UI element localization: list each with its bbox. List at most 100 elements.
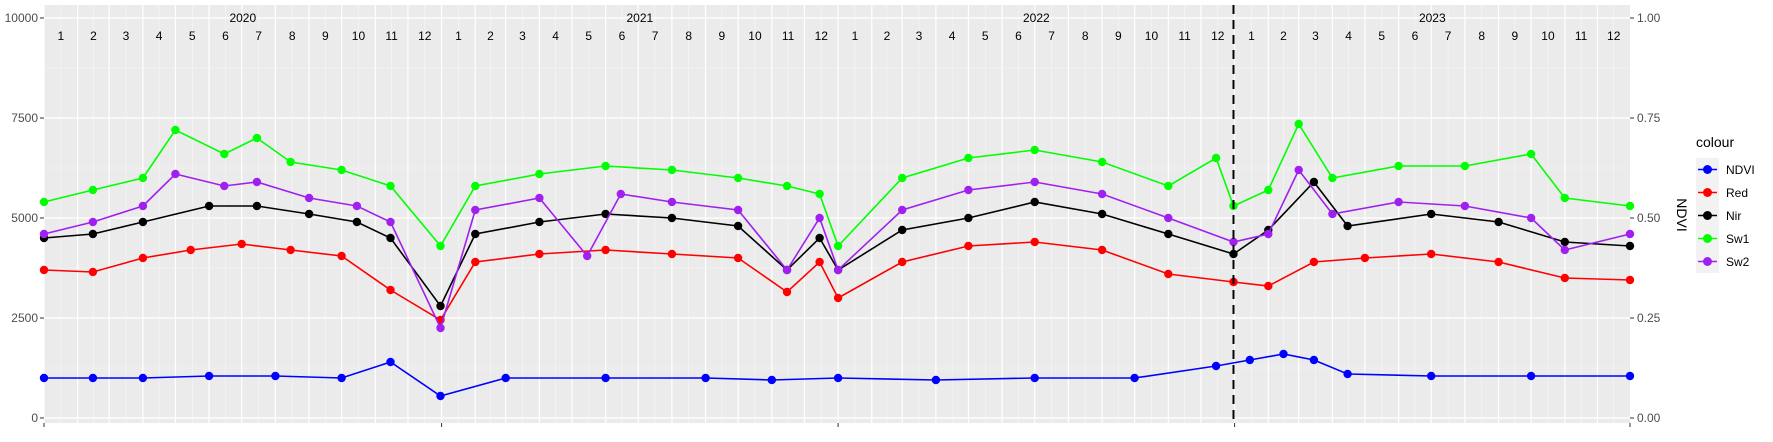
data-point-ndvi	[1427, 371, 1436, 381]
data-point-ndvi	[436, 391, 445, 401]
data-point-sw2	[304, 193, 314, 203]
data-point-nir	[252, 201, 262, 211]
data-point-nir	[88, 229, 98, 239]
y-right-tick-label: 0.00	[1637, 411, 1661, 425]
month-label: 12	[1211, 29, 1225, 43]
data-point-red	[898, 257, 907, 267]
data-point-nir	[352, 217, 362, 227]
month-label: 8	[1082, 29, 1089, 43]
month-label: 11	[1178, 29, 1191, 43]
data-point-red	[471, 257, 480, 267]
legend-key-point	[1703, 257, 1712, 266]
data-point-red	[237, 239, 246, 249]
month-label: 5	[585, 29, 592, 43]
data-point-sw1	[1460, 161, 1470, 171]
data-point-sw2	[1460, 201, 1470, 211]
month-label: 9	[1512, 29, 1519, 43]
data-point-nir	[304, 209, 314, 219]
data-point-red	[1360, 253, 1370, 263]
month-label: 6	[222, 29, 229, 43]
data-point-ndvi	[931, 375, 941, 385]
data-point-sw2	[252, 177, 262, 187]
data-point-sw2	[833, 265, 843, 275]
month-label: 6	[1015, 29, 1022, 43]
data-point-sw1	[171, 125, 180, 135]
data-point-nir	[138, 217, 148, 227]
data-point-sw2	[39, 229, 49, 239]
month-label: 5	[189, 29, 196, 43]
month-label: 9	[719, 29, 726, 43]
year-label: 2023	[1419, 11, 1446, 25]
data-point-red	[782, 287, 792, 297]
data-point-ndvi	[1625, 371, 1635, 381]
data-point-red	[1625, 275, 1635, 285]
series-red	[39, 237, 1635, 325]
data-point-sw2	[138, 201, 148, 211]
data-point-nir	[964, 213, 973, 223]
data-point-sw2	[1097, 189, 1107, 199]
series-sw2	[39, 165, 1635, 333]
data-point-sw1	[1625, 201, 1635, 211]
data-point-nir	[535, 217, 544, 227]
data-point-sw1	[1211, 153, 1221, 163]
series-line-ndvi	[44, 353, 1630, 397]
data-point-red	[138, 253, 148, 263]
data-point-red	[1309, 257, 1319, 267]
data-point-ndvi	[833, 373, 843, 383]
data-point-nir	[1560, 237, 1570, 247]
data-point-sw1	[815, 189, 824, 199]
month-label: 10	[352, 29, 366, 43]
month-label: 2	[90, 29, 97, 43]
data-point-sw1	[337, 165, 346, 175]
data-point-sw2	[386, 217, 395, 227]
grid-minor	[44, 5, 1630, 423]
month-label: 9	[1115, 29, 1122, 43]
month-label: 1	[1248, 29, 1255, 43]
month-label: 1	[455, 29, 462, 43]
y-right-tick-label: 1.00	[1637, 11, 1661, 25]
data-point-sw2	[616, 189, 625, 199]
data-point-ndvi	[501, 373, 510, 383]
data-point-sw1	[782, 181, 792, 191]
month-label: 9	[322, 29, 329, 43]
data-point-sw2	[1264, 229, 1273, 239]
data-point-nir	[1427, 209, 1436, 219]
data-point-red	[815, 257, 824, 267]
data-point-sw1	[252, 133, 262, 143]
data-point-sw2	[1294, 165, 1303, 175]
y-axis-left: 0 2500 5000 7500 10000	[5, 11, 44, 425]
month-label: 5	[982, 29, 989, 43]
data-point-sw2	[1625, 229, 1635, 239]
data-point-sw1	[138, 173, 148, 183]
data-point-sw1	[535, 169, 544, 179]
legend-key-point	[1703, 165, 1712, 174]
data-point-sw2	[782, 265, 792, 275]
month-label: 4	[552, 29, 559, 43]
data-point-red	[186, 245, 195, 255]
month-label: 4	[1345, 29, 1352, 43]
legend-key-point	[1703, 234, 1712, 243]
series-layer	[39, 119, 1635, 401]
data-point-ndvi	[88, 373, 98, 383]
data-point-sw2	[471, 205, 480, 215]
data-point-ndvi	[601, 373, 610, 383]
month-label: 11	[385, 29, 398, 43]
month-label: 7	[652, 29, 659, 43]
data-point-sw1	[88, 185, 98, 195]
data-point-sw1	[386, 181, 395, 191]
y-right-tick-label: 0.50	[1637, 211, 1661, 225]
series-line-red	[43, 241, 1631, 322]
data-point-ndvi	[701, 373, 710, 383]
data-point-red	[1164, 269, 1173, 279]
data-point-nir	[1097, 209, 1107, 219]
data-point-sw2	[220, 181, 229, 191]
month-label: 3	[916, 29, 923, 43]
data-point-sw2	[1164, 213, 1173, 223]
data-point-sw2	[815, 213, 824, 223]
data-point-nir	[471, 229, 480, 239]
y-right-tick-label: 0.25	[1637, 311, 1661, 325]
year-label: 2020	[229, 11, 256, 25]
data-point-red	[667, 249, 677, 259]
y-axis-right: 0.00 0.25 0.50 0.75 1.00	[1630, 11, 1661, 425]
